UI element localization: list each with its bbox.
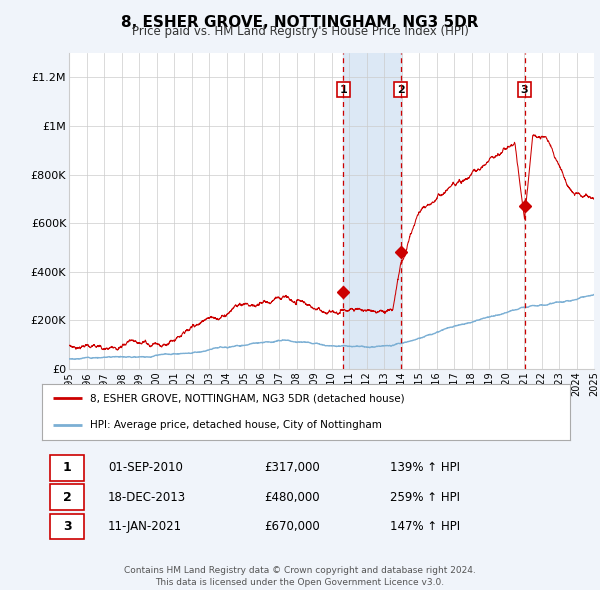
Text: £480,000: £480,000 [264, 490, 319, 504]
Bar [343, 53, 401, 369]
Text: 18-DEC-2013: 18-DEC-2013 [108, 490, 186, 504]
Text: 8, ESHER GROVE, NOTTINGHAM, NG3 5DR (detached house): 8, ESHER GROVE, NOTTINGHAM, NG3 5DR (det… [89, 393, 404, 403]
Text: 3: 3 [521, 84, 529, 94]
Text: 1: 1 [340, 84, 347, 94]
Text: 2: 2 [397, 84, 404, 94]
Text: 3: 3 [63, 520, 71, 533]
Text: 259% ↑ HPI: 259% ↑ HPI [391, 490, 460, 504]
FancyBboxPatch shape [50, 455, 84, 481]
Text: £670,000: £670,000 [264, 520, 320, 533]
Text: 8, ESHER GROVE, NOTTINGHAM, NG3 5DR: 8, ESHER GROVE, NOTTINGHAM, NG3 5DR [121, 15, 479, 30]
FancyBboxPatch shape [50, 513, 84, 539]
Text: 1: 1 [63, 461, 71, 474]
Text: HPI: Average price, detached house, City of Nottingham: HPI: Average price, detached house, City… [89, 420, 382, 430]
Text: 2: 2 [63, 490, 71, 504]
FancyBboxPatch shape [50, 484, 84, 510]
Text: £317,000: £317,000 [264, 461, 320, 474]
Text: 01-SEP-2010: 01-SEP-2010 [108, 461, 183, 474]
Text: Price paid vs. HM Land Registry's House Price Index (HPI): Price paid vs. HM Land Registry's House … [131, 25, 469, 38]
Text: Contains HM Land Registry data © Crown copyright and database right 2024.
This d: Contains HM Land Registry data © Crown c… [124, 566, 476, 587]
Text: 147% ↑ HPI: 147% ↑ HPI [391, 520, 461, 533]
Text: 11-JAN-2021: 11-JAN-2021 [108, 520, 182, 533]
Text: 139% ↑ HPI: 139% ↑ HPI [391, 461, 460, 474]
